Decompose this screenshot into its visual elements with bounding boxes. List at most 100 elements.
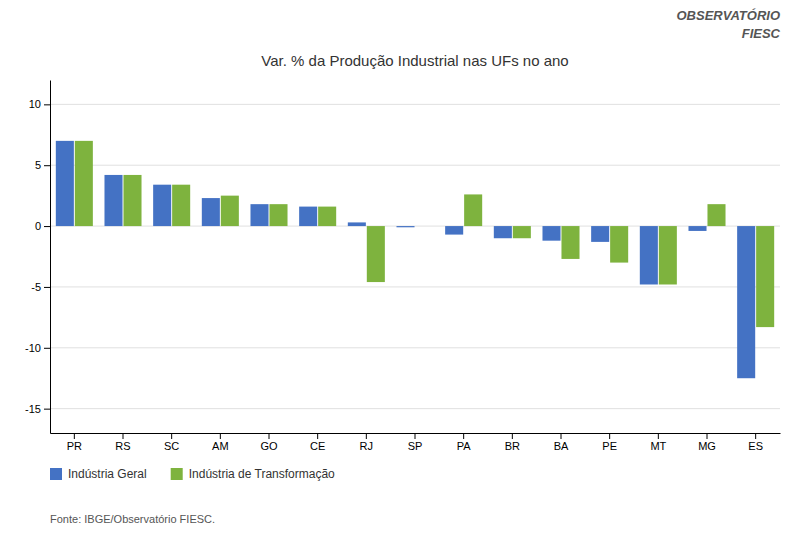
bar [269,204,287,226]
x-tick-mark [366,433,367,439]
x-tick: MG [698,433,716,452]
bar [542,226,560,241]
bar [348,222,366,226]
y-tick-mark [44,348,50,349]
x-tick-mark [609,433,610,439]
bar [688,226,706,231]
x-tick: RJ [360,433,373,452]
bar [659,226,677,284]
grid-line [50,286,780,287]
x-tick-label: RJ [360,440,373,452]
y-tick-mark [44,165,50,166]
x-tick-label: PR [67,440,82,452]
bar [75,141,93,226]
bar [464,194,482,226]
bar [494,226,512,238]
x-tick: RS [115,433,130,452]
x-tick-mark [707,433,708,439]
legend-label: Indústria de Transformação [189,467,335,481]
chart: -15 -10 -5 0 5 10 PR RS SC AM GO CE RJ SP PA BR BA PE MT MG… [0,0,800,533]
bar [56,141,74,226]
y-tick: 5 [35,159,50,171]
x-tick: ES [748,433,763,452]
y-tick: 10 [29,98,50,110]
bar [561,226,579,259]
y-tick-label: -10 [25,342,41,354]
bar [250,204,268,226]
source-note: Fonte: IBGE/Observatório FIESC. [50,513,215,525]
legend-swatch [171,468,183,480]
bar [591,226,609,242]
header-text: FIESC [742,26,781,41]
bar [202,198,220,226]
x-tick-mark [269,433,270,439]
title: Var. % da Produção Industrial nas UFs no… [261,52,568,69]
bar [756,226,774,327]
x-tick-label: SC [164,440,179,452]
legend-label: Indústria Geral [68,467,147,481]
x-tick: PE [602,433,617,452]
x-tick-mark [220,433,221,439]
bar-series [56,141,755,378]
x-tick: BA [554,433,569,452]
x-tick-mark [415,433,416,439]
x-tick-label: MG [698,440,716,452]
plot: -15 -10 -5 0 5 10 PR RS SC AM GO CE RJ SP PA BR BA PE MT MG… [25,81,780,452]
x-tick: PR [67,433,82,452]
bar [396,226,414,227]
x-tick: BR [505,433,520,452]
grid [50,104,780,408]
legend-item: Indústria de Transformação [171,467,335,481]
y-tick-label: 10 [29,98,41,110]
x-tick: AM [212,433,229,452]
y-axis: -15 -10 -5 0 5 10 [25,81,50,434]
y-tick-mark [44,409,50,410]
y-tick-label: 0 [35,220,41,232]
x-tick-label: PA [457,440,472,452]
y-axis-line [50,81,51,434]
x-tick-label: RS [115,440,130,452]
x-tick: CE [310,433,325,452]
legend-swatch [50,468,62,480]
x-tick-mark [658,433,659,439]
y-tick: -15 [25,403,50,415]
bar [153,185,171,226]
y-tick-label: -15 [25,403,41,415]
x-tick-mark [512,433,513,439]
grid-line [50,104,780,105]
bar [318,207,336,226]
x-tick: GO [260,433,278,452]
legend-item: Indústria Geral [50,467,147,481]
bar [123,175,141,226]
y-tick-mark [44,287,50,288]
header-text: OBSERVATÓRIO [676,8,780,23]
y-tick-label: -5 [31,281,41,293]
x-tick: MT [650,433,666,452]
x-tick-label: ES [748,440,763,452]
bar [610,226,628,263]
bar [707,204,725,226]
x-tick-label: SP [408,440,423,452]
bar [104,175,122,226]
y-tick-mark [44,226,50,227]
grid-line [50,347,780,348]
x-tick-mark [317,433,318,439]
legend: Indústria Geral Indústria de Transformaçã… [50,467,335,481]
x-axis: PR RS SC AM GO CE RJ SP PA BR BA PE MT MG ES [51,433,781,452]
x-tick-mark [561,433,562,439]
y-tick: -5 [31,281,50,293]
x-tick-mark [463,433,464,439]
x-tick: SC [164,433,179,452]
x-tick-label: BA [554,440,569,452]
x-tick-label: MT [650,440,666,452]
bar-series [75,141,774,327]
bar [640,226,658,284]
x-tick-mark [123,433,124,439]
bar [415,226,433,227]
y-tick-mark [44,104,50,105]
bar [513,226,531,238]
grid-line [50,408,780,409]
x-tick-label: BR [505,440,520,452]
bar [445,226,463,235]
bar [172,185,190,226]
